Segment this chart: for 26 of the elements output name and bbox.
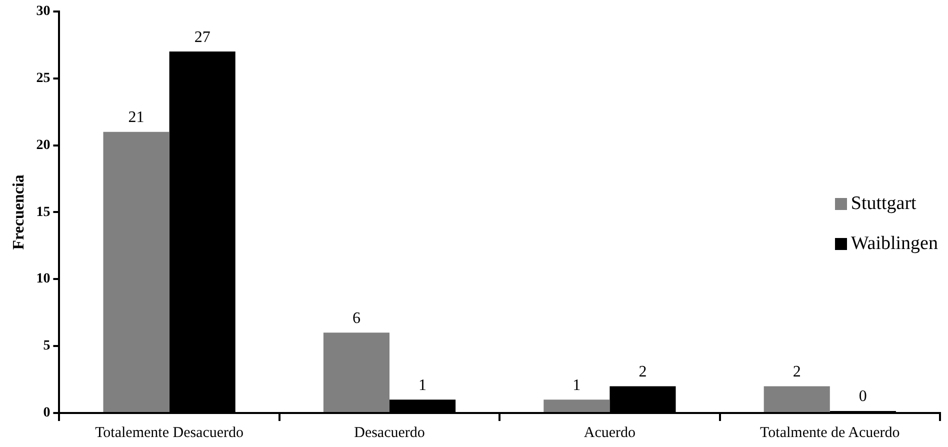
bar: [544, 400, 610, 412]
y-tick-label: 30: [36, 4, 50, 20]
y-tick-label: 10: [36, 272, 50, 287]
y-tick-label: 0: [43, 406, 50, 421]
y-tick-label: 20: [36, 138, 50, 153]
data-label: 6: [352, 310, 360, 327]
x-tick-label: Totalmente de Acuerdo: [760, 424, 900, 441]
bar: [103, 132, 170, 412]
y-tick-label: 5: [43, 338, 50, 354]
y-axis-title: Frecuencia: [10, 174, 28, 250]
x-tick-label: Totalemente Desacuerdo: [95, 424, 244, 441]
data-label: 0: [858, 388, 867, 406]
bar: [764, 386, 830, 412]
bar: [323, 332, 390, 412]
legend-label: Waiblingen: [850, 233, 938, 255]
data-label: 21: [128, 109, 144, 126]
x-tick-label: Desacuerdo: [354, 424, 425, 441]
data-label: 1: [572, 376, 581, 394]
data-label: 27: [194, 28, 210, 46]
y-tick-label: 25: [36, 70, 50, 86]
x-tick-label: Acuerdo: [584, 424, 636, 441]
data-label: 1: [418, 376, 427, 394]
data-label: 2: [638, 363, 647, 380]
legend-label: Stuttgart: [850, 193, 916, 215]
data-label: 2: [792, 363, 801, 380]
y-tick-label: 15: [36, 204, 50, 220]
